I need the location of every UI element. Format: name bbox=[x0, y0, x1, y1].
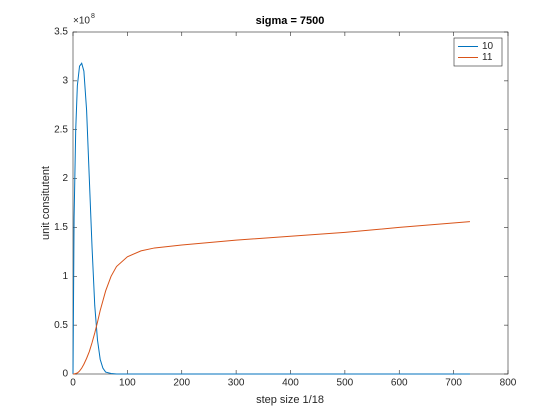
y-tick-label: 2.5 bbox=[54, 124, 68, 135]
x-tick-label: 600 bbox=[391, 378, 408, 389]
legend-label: 11 bbox=[482, 52, 493, 63]
series-line bbox=[72, 62, 470, 375]
x-tick-label: 0 bbox=[70, 378, 76, 389]
y-multiplier-exp: 8 bbox=[91, 13, 95, 20]
y-tick-label: 0 bbox=[62, 369, 68, 380]
y-multiplier: ×10 bbox=[73, 16, 90, 27]
y-tick-label: 3 bbox=[62, 75, 68, 86]
x-tick-label: 400 bbox=[282, 378, 299, 389]
x-tick-label: 800 bbox=[500, 378, 517, 389]
x-axis-label: step size 1/18 bbox=[256, 394, 324, 406]
plot-area bbox=[72, 31, 509, 375]
x-tick-label: 100 bbox=[119, 378, 136, 389]
y-tick-label: 2 bbox=[62, 173, 68, 184]
x-tick-label: 500 bbox=[337, 378, 354, 389]
x-tick-label: 700 bbox=[445, 378, 462, 389]
x-tick-label: 300 bbox=[228, 378, 245, 389]
y-tick-label: 1.5 bbox=[54, 222, 68, 233]
y-tick-label: 0.5 bbox=[54, 320, 68, 331]
legend-label: 10 bbox=[482, 41, 494, 52]
y-axis-label: unit consitutent bbox=[40, 166, 52, 240]
legend-box bbox=[453, 37, 503, 67]
chart-title: sigma = 7500 bbox=[256, 15, 325, 27]
x-tick-label: 200 bbox=[173, 378, 190, 389]
series-line bbox=[73, 221, 470, 375]
y-tick-label: 3.5 bbox=[54, 27, 68, 38]
y-tick-label: 1 bbox=[62, 271, 68, 282]
